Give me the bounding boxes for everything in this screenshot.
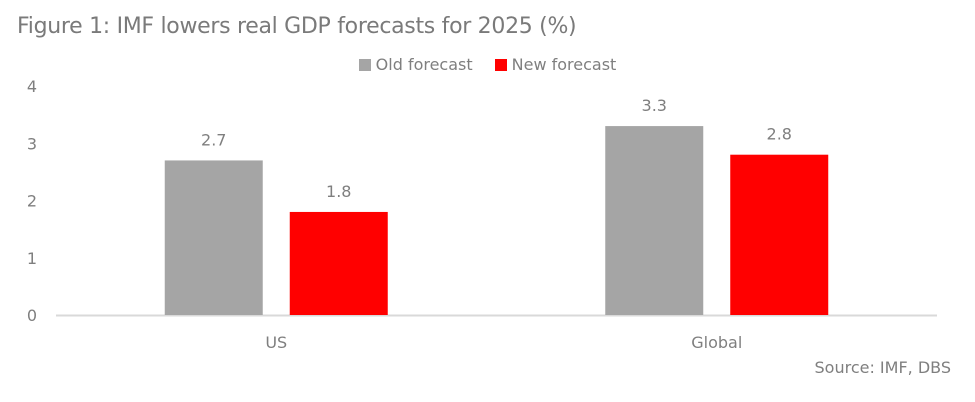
bar-new-forecast-global	[730, 154, 829, 315]
legend-item-new-forecast: New forecast	[494, 55, 617, 74]
y-tick-label: 0	[27, 306, 37, 325]
legend-item-old-forecast: Old forecast	[358, 55, 473, 74]
legend-label-old-forecast: Old forecast	[375, 55, 473, 74]
data-label: 3.3	[642, 96, 667, 115]
legend-label-new-forecast: New forecast	[511, 55, 617, 74]
bar-old-forecast-global	[605, 126, 704, 315]
y-tick-label: 4	[27, 77, 37, 96]
data-label: 2.7	[201, 130, 226, 149]
legend: Old forecast New forecast	[0, 55, 975, 74]
x-tick-label: US	[265, 333, 287, 352]
source-note: Source: IMF, DBS	[814, 358, 952, 377]
legend-swatch-old-forecast	[358, 58, 371, 71]
x-tick-label: Global	[691, 333, 742, 352]
bar-new-forecast-us	[289, 211, 388, 315]
bar-old-forecast-us	[164, 160, 263, 315]
chart-title: Figure 1: IMF lowers real GDP forecasts …	[17, 14, 577, 39]
x-axis: US Global	[265, 333, 742, 352]
data-labels: 2.7 1.8 3.3 2.8	[201, 96, 792, 201]
y-tick-label: 3	[27, 134, 37, 153]
y-tick-label: 2	[27, 192, 37, 211]
bars	[164, 126, 829, 315]
data-label: 2.8	[767, 125, 792, 144]
y-axis: 0 1 2 3 4	[27, 77, 37, 325]
legend-swatch-new-forecast	[494, 58, 507, 71]
y-tick-label: 1	[27, 249, 37, 268]
data-label: 1.8	[326, 182, 351, 201]
